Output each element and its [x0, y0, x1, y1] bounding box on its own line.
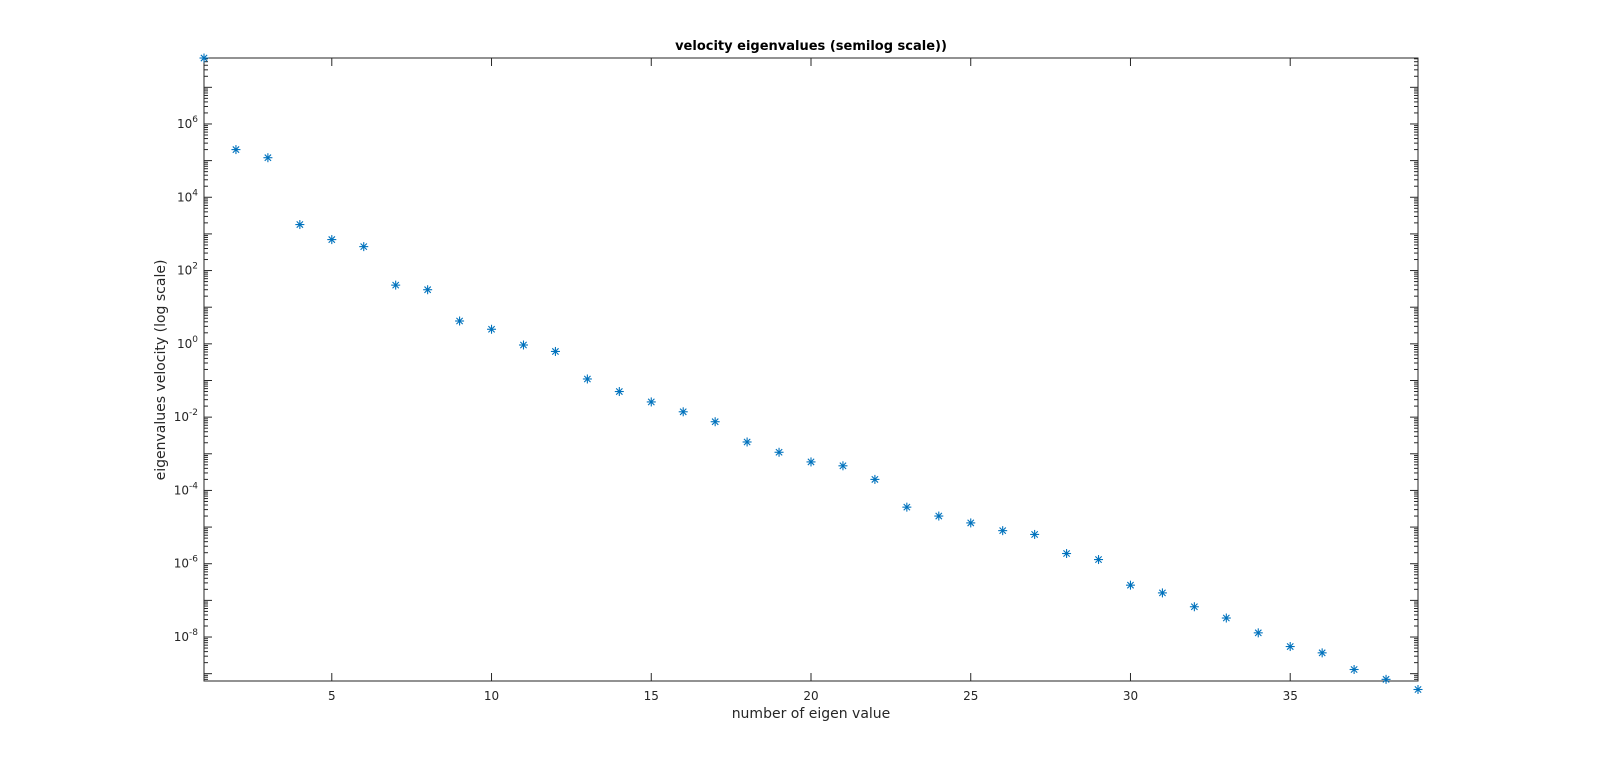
y-tick-label: 10-8 — [174, 628, 199, 644]
x-tick-label: 35 — [1283, 689, 1298, 703]
x-tick-label: 15 — [644, 689, 659, 703]
data-point — [710, 417, 720, 427]
y-axis-label: eigenvalues velocity (log scale) — [153, 260, 169, 481]
data-point — [518, 340, 528, 350]
data-point — [774, 447, 784, 457]
y-tick-label: 10-4 — [174, 481, 199, 497]
data-point — [678, 407, 688, 417]
data-point — [870, 474, 880, 484]
data-point — [1253, 628, 1263, 638]
data-point — [1349, 664, 1359, 674]
y-tick-label: 100 — [177, 335, 198, 351]
data-point — [1189, 602, 1199, 612]
x-tick-label: 20 — [803, 689, 818, 703]
data-point — [359, 242, 369, 252]
data-point — [1413, 684, 1423, 694]
data-point — [646, 397, 656, 407]
data-point — [1285, 642, 1295, 652]
x-tick-label: 5 — [328, 689, 336, 703]
data-point — [231, 145, 241, 155]
data-point — [838, 461, 848, 471]
data-point — [1094, 555, 1104, 565]
data-point — [1157, 588, 1167, 598]
data-point — [550, 346, 560, 356]
x-tick-label: 25 — [963, 689, 978, 703]
x-tick-label: 30 — [1123, 689, 1138, 703]
data-point — [1062, 549, 1072, 559]
y-tick-label: 10-2 — [174, 408, 198, 424]
x-axis-label: number of eigen value — [732, 706, 891, 722]
y-tick-label: 102 — [177, 262, 198, 278]
y-axis: 106 104 102 100 10-2 10-4 10-6 10-8 — [174, 58, 1418, 680]
data-point — [614, 387, 624, 397]
chart-title: velocity eigenvalues (semilog scale)) — [675, 39, 947, 54]
data-point — [455, 316, 465, 326]
data-point — [199, 53, 209, 63]
y-tick-label: 10-6 — [174, 555, 199, 571]
y-tick-label: 104 — [177, 188, 198, 204]
data-point — [1030, 529, 1040, 539]
data-point — [1381, 674, 1391, 684]
data-point — [902, 502, 912, 512]
x-axis: 5 10 15 20 25 30 35 — [328, 58, 1298, 703]
data-point — [1317, 648, 1327, 658]
data-point — [391, 280, 401, 290]
data-point — [423, 285, 433, 295]
data-point — [934, 511, 944, 521]
data-point — [742, 437, 752, 447]
data-point — [487, 324, 497, 334]
data-point — [582, 374, 592, 384]
x-tick-label: 10 — [484, 689, 499, 703]
data-point — [806, 457, 816, 467]
data-point — [1221, 613, 1231, 623]
data-point — [327, 235, 337, 245]
data-point — [966, 518, 976, 528]
data-point — [998, 526, 1008, 536]
data-point — [263, 153, 273, 163]
data-series — [199, 53, 1423, 694]
data-point — [1125, 580, 1135, 590]
y-tick-label: 106 — [177, 115, 198, 131]
data-point — [295, 220, 305, 230]
